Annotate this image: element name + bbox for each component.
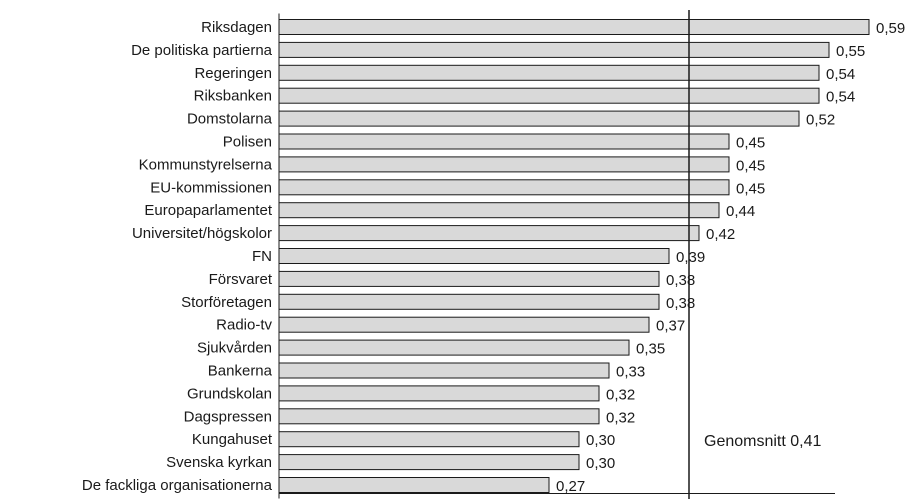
category-label: Dagspressen (184, 408, 272, 425)
category-label: Polisen (223, 134, 272, 151)
category-label: Universitet/högskolor (132, 225, 272, 242)
bar (278, 408, 600, 425)
category-label: Svenska kyrkan (166, 454, 272, 471)
bar (278, 110, 800, 127)
value-label: 0,35 (636, 341, 665, 358)
category-label: Europaparlamentet (144, 202, 272, 219)
value-label: 0,55 (836, 43, 865, 60)
value-label: 0,44 (726, 203, 755, 220)
value-label: 0,38 (666, 295, 695, 312)
bar (278, 64, 820, 81)
category-label: Bankerna (208, 363, 273, 380)
bar (278, 316, 650, 333)
category-label: Domstolarna (187, 111, 273, 128)
value-label: 0,38 (666, 272, 695, 289)
category-label: Försvaret (209, 271, 273, 288)
bar (278, 339, 630, 356)
bar (278, 431, 580, 448)
value-label: 0,33 (616, 364, 645, 381)
category-label: De fackliga organisationerna (82, 477, 273, 494)
value-labels: 0,59 0,55 0,54 0,54 0,52 0,45 0,45 0,45 0,44 0,42… (556, 20, 905, 495)
bar (278, 225, 700, 242)
category-label: De politiska partierna (131, 42, 273, 59)
value-label: 0,32 (606, 386, 635, 403)
category-label: Regeringen (194, 65, 272, 82)
bars-layer (278, 19, 870, 493)
value-label: 0,52 (806, 112, 835, 129)
bar (278, 454, 580, 471)
bar (278, 385, 600, 402)
bar (278, 248, 670, 264)
category-label: Kommunstyrelserna (139, 156, 273, 173)
bar (278, 270, 660, 287)
category-label: Riksdagen (201, 19, 272, 36)
category-label: Storföretagen (181, 294, 272, 311)
value-label: 0,30 (586, 432, 615, 449)
value-label: 0,39 (676, 249, 705, 266)
category-label: Sjukvården (197, 340, 272, 357)
value-label: 0,54 (826, 66, 855, 83)
value-label: 0,42 (706, 226, 735, 243)
bar (278, 362, 610, 379)
value-label: 0,45 (736, 135, 765, 152)
bar (278, 87, 820, 104)
value-label: 0,54 (826, 89, 855, 106)
bar (278, 477, 550, 493)
bar (278, 293, 660, 310)
value-label: 0,45 (736, 180, 765, 197)
category-label: Riksbanken (194, 88, 272, 105)
bar (278, 133, 730, 150)
category-label: EU-kommissionen (150, 179, 272, 196)
value-label: 0,32 (606, 409, 635, 426)
category-labels: Riksdagen De politiska partierna Regeringe… (82, 19, 273, 494)
average-line-label: Genomsnitt 0,41 (704, 433, 822, 450)
value-label: 0,37 (656, 318, 685, 335)
value-label: 0,45 (736, 157, 765, 174)
category-label: FN (252, 248, 272, 265)
bar (278, 19, 870, 35)
value-label: 0,59 (876, 20, 905, 37)
bar (278, 41, 830, 58)
value-label: 0,27 (556, 478, 585, 495)
category-label: Grundskolan (187, 385, 272, 402)
value-label: 0,30 (586, 455, 615, 472)
category-label: Radio-tv (216, 317, 272, 334)
category-label: Kungahuset (192, 431, 273, 448)
bar (278, 179, 730, 196)
bar (278, 156, 730, 173)
bar (278, 202, 720, 219)
